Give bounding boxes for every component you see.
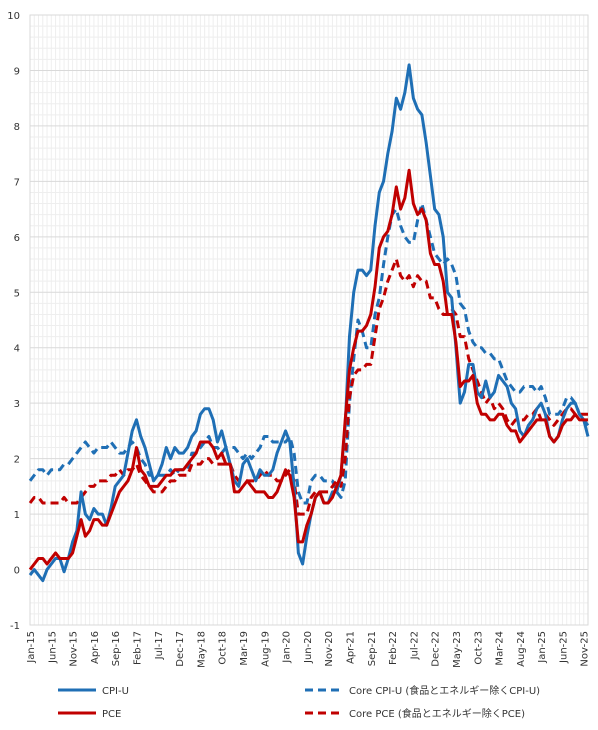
x-tick-label: Jan-25 — [537, 631, 548, 664]
plot-area-frame — [29, 14, 589, 626]
y-axis-ticks: -1 0 1 2 3 4 5 6 7 8 9 10 — [7, 11, 20, 632]
x-tick-label: Feb-22 — [388, 631, 399, 665]
x-tick-label: Jan-15 — [26, 631, 37, 664]
series-line-0 — [28, 63, 590, 583]
x-tick-label: Dec-17 — [175, 631, 186, 667]
x-tick-label: Nov-20 — [324, 631, 335, 667]
x-tick-label: Aug-24 — [516, 631, 527, 667]
x-tick-label: Aug-19 — [260, 631, 271, 667]
x-tick-label: Jul-22 — [409, 631, 420, 660]
legend-label: Core PCE (食品とエネルギー除くPCE) — [349, 707, 525, 720]
x-tick-label: May-18 — [196, 631, 207, 668]
x-tick-label: Apr-16 — [90, 631, 101, 664]
x-tick-label: Sep-16 — [111, 631, 122, 666]
x-tick-label: Mar-19 — [239, 631, 250, 666]
x-tick-label: Jun-20 — [303, 631, 314, 664]
x-tick-label: Jun-15 — [47, 631, 58, 664]
x-tick-label: Dec-22 — [431, 631, 442, 667]
legend-label: PCE — [102, 709, 121, 720]
y-tick-label: 2 — [14, 455, 20, 466]
x-axis-ticks: Jan-15 Jun-15 Nov-15 Apr-16 Sep-16 Feb-17 Jul-… — [26, 631, 591, 668]
y-tick-label: 1 — [14, 510, 20, 521]
chart-legend: CPI-U Core CPI-U (食品とエネルギー除くCPI-U) PCE Core… — [58, 684, 540, 720]
x-tick-label: Oct-18 — [218, 631, 229, 665]
x-tick-label: May-23 — [452, 631, 463, 668]
x-tick-label: Apr-21 — [345, 631, 356, 664]
x-tick-label: Oct-23 — [473, 631, 484, 665]
chart-grid — [29, 14, 589, 626]
y-tick-label: 7 — [14, 177, 20, 188]
x-tick-label: Nov-25 — [580, 631, 591, 667]
y-tick-label: 0 — [14, 566, 20, 577]
y-tick-label: 8 — [14, 122, 20, 133]
y-tick-label: -1 — [10, 621, 20, 632]
y-tick-label: 9 — [14, 66, 20, 77]
y-tick-label: 6 — [14, 233, 20, 244]
y-tick-label: 3 — [14, 399, 20, 410]
x-tick-label: Mar-24 — [495, 631, 506, 666]
series-line-1 — [28, 202, 590, 505]
y-tick-label: 10 — [7, 11, 20, 22]
x-tick-label: Jun-25 — [558, 631, 569, 664]
legend-label: Core CPI-U (食品とエネルギー除くCPI-U) — [349, 684, 540, 697]
series-line-2 — [28, 168, 588, 571]
x-tick-label: Jan-20 — [282, 631, 293, 664]
y-tick-label: 5 — [14, 288, 20, 299]
x-tick-label: Jul-17 — [154, 631, 165, 660]
x-tick-label: Sep-21 — [367, 631, 378, 666]
y-tick-label: 4 — [14, 344, 20, 355]
series-lines — [28, 63, 590, 583]
x-tick-label: Nov-15 — [69, 631, 80, 667]
x-tick-label: Feb-17 — [132, 631, 143, 665]
series-line-3 — [28, 257, 588, 516]
legend-label: CPI-U — [102, 686, 129, 697]
